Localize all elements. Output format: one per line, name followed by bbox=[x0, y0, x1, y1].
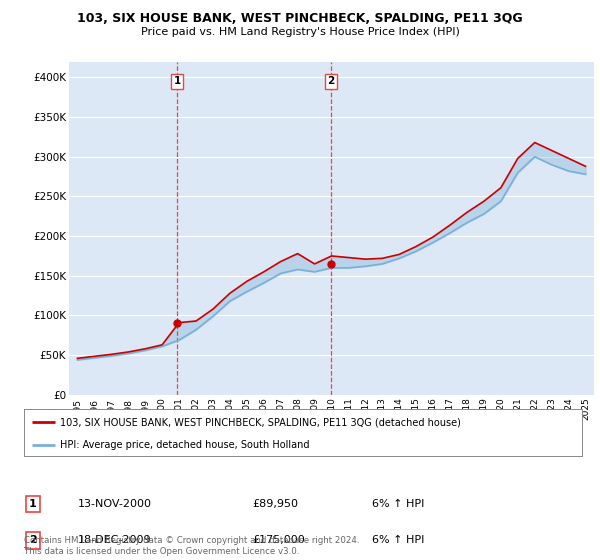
Text: £175,000: £175,000 bbox=[252, 535, 305, 545]
Text: 2: 2 bbox=[29, 535, 37, 545]
Text: 6% ↑ HPI: 6% ↑ HPI bbox=[372, 499, 424, 509]
Text: 1: 1 bbox=[173, 76, 181, 86]
Text: 1: 1 bbox=[29, 499, 37, 509]
Text: 2: 2 bbox=[327, 76, 334, 86]
Text: 13-NOV-2000: 13-NOV-2000 bbox=[78, 499, 152, 509]
Text: 18-DEC-2009: 18-DEC-2009 bbox=[78, 535, 152, 545]
Text: £89,950: £89,950 bbox=[252, 499, 298, 509]
Text: HPI: Average price, detached house, South Holland: HPI: Average price, detached house, Sout… bbox=[60, 440, 310, 450]
Text: Price paid vs. HM Land Registry's House Price Index (HPI): Price paid vs. HM Land Registry's House … bbox=[140, 27, 460, 37]
Text: 103, SIX HOUSE BANK, WEST PINCHBECK, SPALDING, PE11 3QG (detached house): 103, SIX HOUSE BANK, WEST PINCHBECK, SPA… bbox=[60, 417, 461, 427]
Text: 103, SIX HOUSE BANK, WEST PINCHBECK, SPALDING, PE11 3QG: 103, SIX HOUSE BANK, WEST PINCHBECK, SPA… bbox=[77, 12, 523, 25]
Text: Contains HM Land Registry data © Crown copyright and database right 2024.
This d: Contains HM Land Registry data © Crown c… bbox=[24, 536, 359, 556]
Text: 6% ↑ HPI: 6% ↑ HPI bbox=[372, 535, 424, 545]
